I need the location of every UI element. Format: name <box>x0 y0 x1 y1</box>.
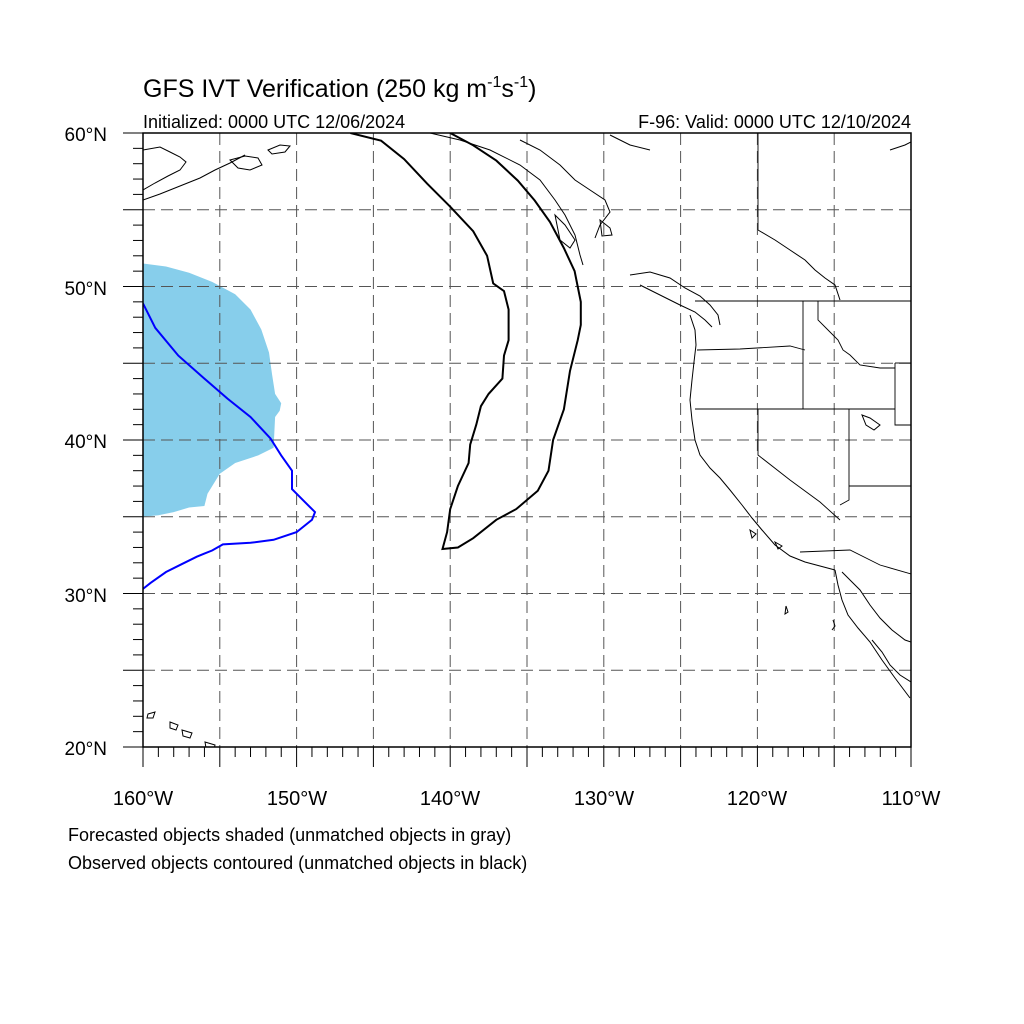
longitude-labels: 160°W 150°W 140°W 130°W 120°W 110°W <box>113 788 941 810</box>
lon-label-120w: 120°W <box>727 788 787 810</box>
coastlines <box>143 133 911 747</box>
lon-label-150w: 150°W <box>267 788 327 810</box>
forecast-shaded-object <box>143 263 282 517</box>
lat-label-40: 40°N <box>65 432 107 453</box>
observed-unmatched-contour <box>350 133 582 551</box>
latitude-labels: 60°N 50°N 40°N 30°N 20°N <box>65 125 107 760</box>
lon-label-160w: 160°W <box>113 788 173 810</box>
political-boundaries <box>695 133 911 575</box>
graticule <box>143 133 911 747</box>
lat-label-20: 20°N <box>65 739 107 760</box>
map-title: GFS IVT Verification (250 kg m-1s-1) <box>143 74 536 103</box>
tick-marks <box>123 132 912 767</box>
legend-observed-note: Observed objects contoured (unmatched ob… <box>68 853 528 873</box>
lon-label-130w: 130°W <box>574 788 634 810</box>
legend-forecast-note: Forecasted objects shaded (unmatched obj… <box>68 825 512 845</box>
initialized-time: Initialized: 0000 UTC 12/06/2024 <box>143 112 405 132</box>
lat-label-30: 30°N <box>65 586 107 607</box>
lat-label-60: 60°N <box>65 125 107 146</box>
lat-label-50: 50°N <box>65 279 107 300</box>
valid-time: F-96: Valid: 0000 UTC 12/10/2024 <box>638 112 911 132</box>
lon-label-110w: 110°W <box>882 788 941 810</box>
observed-matched-contour <box>143 302 317 590</box>
lon-label-140w: 140°W <box>420 788 480 810</box>
